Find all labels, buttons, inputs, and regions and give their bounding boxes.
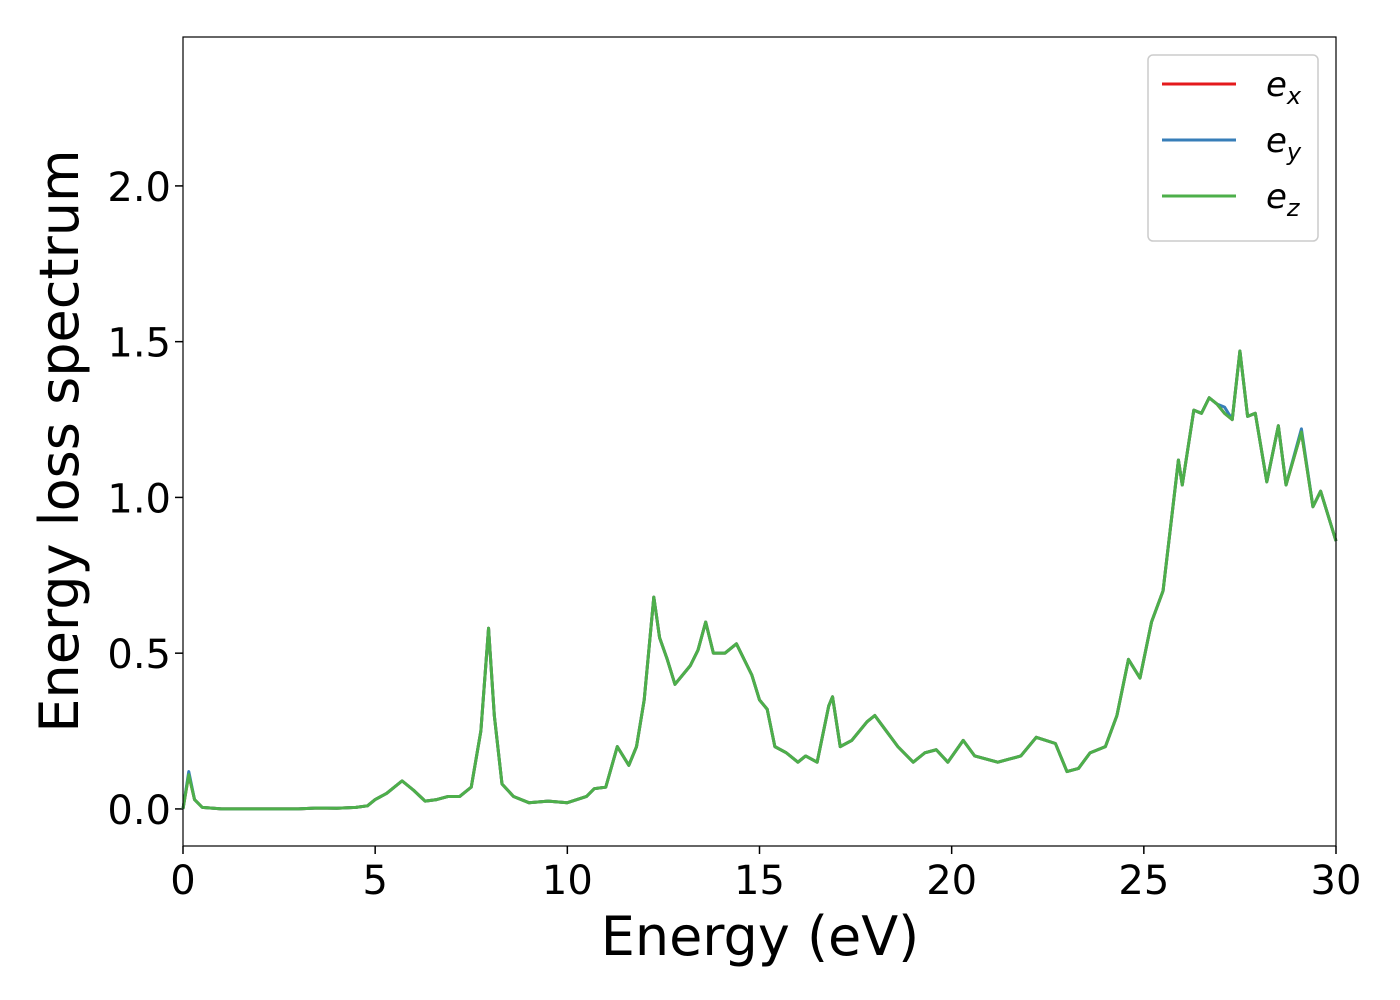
x-tick-label: 20 <box>926 858 977 904</box>
x-tick-label: 0 <box>170 858 195 904</box>
x-tick-label: 15 <box>734 858 785 904</box>
y-tick-label: 2.0 <box>107 165 171 211</box>
legend-label: ez <box>1266 177 1301 222</box>
x-tick-label: 10 <box>542 858 593 904</box>
legend-label: ey <box>1266 121 1302 166</box>
x-axis-label: Energy (eV) <box>601 905 920 968</box>
x-tick-label: 25 <box>1118 858 1169 904</box>
x-tick-label: 30 <box>1311 858 1362 904</box>
plot-frame <box>182 36 1337 847</box>
y-axis-label: Energy loss spectrum <box>28 149 91 732</box>
x-tick-label: 5 <box>362 858 387 904</box>
y-tick-label: 0.0 <box>107 788 171 834</box>
y-tick-label: 0.5 <box>107 632 171 678</box>
y-tick-label: 1.5 <box>107 321 171 367</box>
series-line <box>181 349 1338 811</box>
legend-label: ex <box>1266 65 1302 110</box>
y-tick-label: 1.0 <box>107 476 171 522</box>
